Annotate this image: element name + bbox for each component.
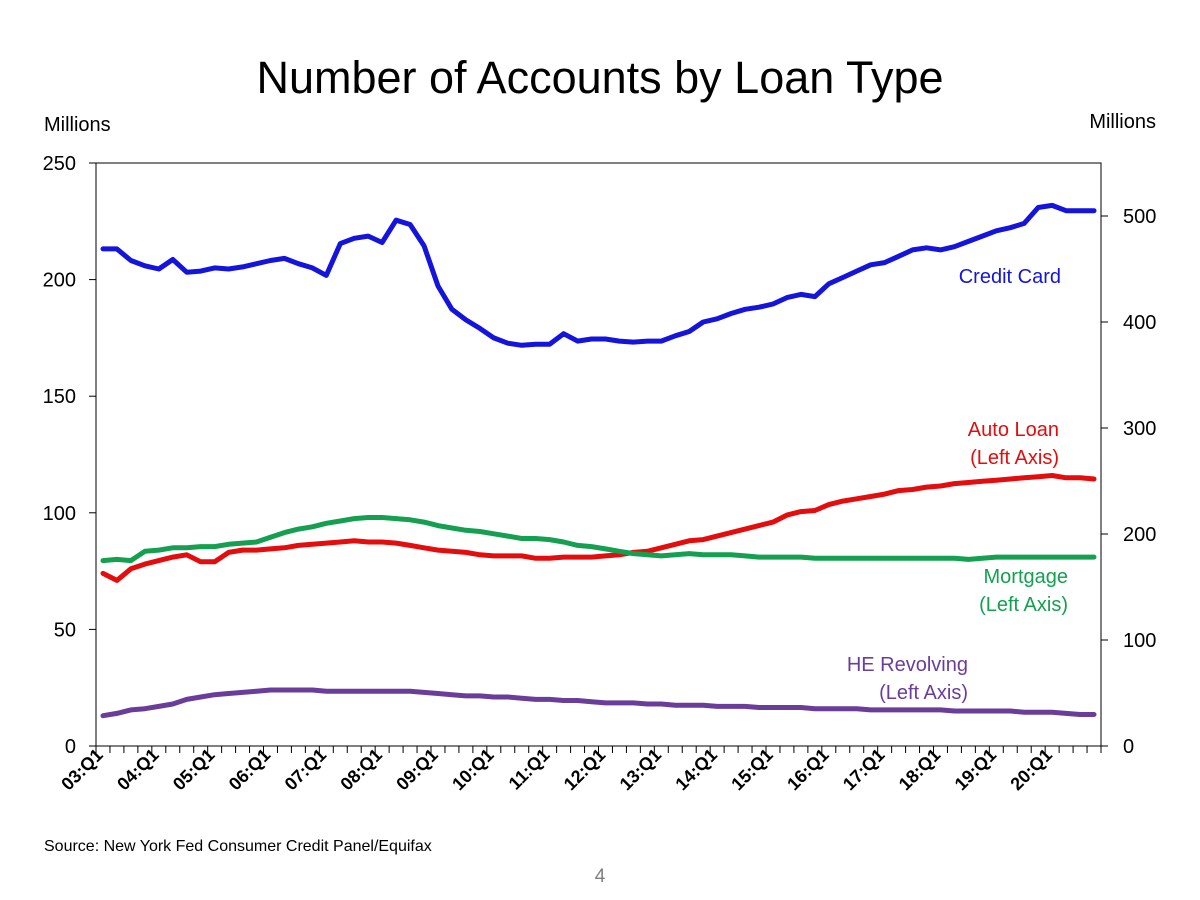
right-axis-unit: Millions [1089,111,1156,133]
series-label-he-revolving: HE Revolving [847,654,968,676]
left-tick-label: 150 [43,386,76,408]
right-tick-label: 200 [1123,524,1156,546]
source-note: Source: New York Fed Consumer Credit Pan… [44,838,432,855]
series-label-credit-card: Credit Card [959,266,1061,288]
left-axis-unit: Millions [44,114,111,136]
left-tick-label: 100 [43,503,76,525]
chart-title: Number of Accounts by Loan Type [256,52,944,103]
series-labels: Credit Card Auto Loan (Left Axis) Mortgage (… [847,266,1068,704]
series-line-credit-card [100,202,1097,348]
page-number: 4 [594,866,606,887]
right-tick-label: 500 [1123,206,1156,228]
series-label-auto-loan: Auto Loan [968,419,1059,441]
series-label-mortgage: Mortgage [984,566,1069,588]
left-tick-label: 250 [43,153,76,175]
right-tick-label: 400 [1123,312,1156,334]
series-label-auto-loan: (Left Axis) [970,447,1059,469]
series-line-auto-loan [100,473,1097,583]
left-tick-label: 0 [65,736,76,758]
series-line-mortgage [100,515,1097,564]
series-lines [100,202,1097,719]
right-tick-label: 300 [1123,418,1156,440]
left-tick-label: 200 [43,270,76,292]
series-label-mortgage: (Left Axis) [979,594,1068,616]
series-label-he-revolving: (Left Axis) [879,682,968,704]
left-tick-label: 50 [54,619,76,641]
right-tick-label: 100 [1123,630,1156,652]
series-line-he-revolving [100,687,1097,719]
right-tick-label: 0 [1123,736,1134,758]
